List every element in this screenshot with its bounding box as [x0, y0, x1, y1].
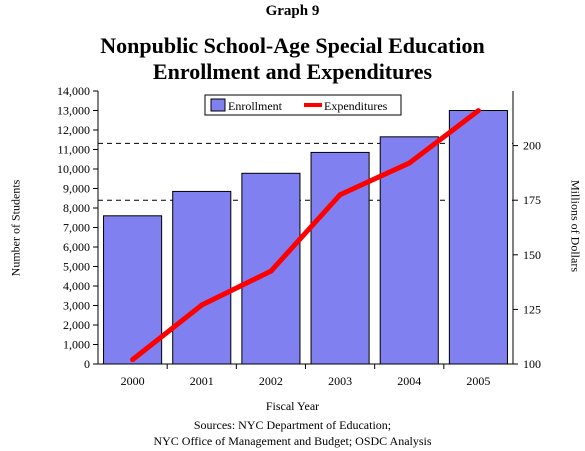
legend-enrollment-swatch — [210, 98, 226, 112]
expenditures-point-2004 — [406, 160, 412, 166]
y-left-tick-label: 2,000 — [63, 318, 90, 332]
x-tick-label-2004: 2004 — [397, 374, 421, 388]
y-right-tick-label: 150 — [523, 248, 541, 262]
expenditures-line-group — [130, 108, 481, 363]
x-tick-label-2000: 2000 — [121, 374, 145, 388]
enrollment-bar-2001 — [172, 190, 232, 365]
enrollment-bars — [103, 110, 508, 365]
y-right-tick-label: 175 — [523, 193, 541, 207]
expenditures-point-2000 — [130, 357, 136, 363]
chart-title-line-2: Enrollment and Expenditures — [152, 59, 433, 84]
enrollment-bar-2000 — [103, 215, 163, 365]
y-left-tick-label: 9,000 — [63, 182, 90, 196]
enrollment-bar-2005 — [448, 110, 508, 365]
y-axis-right-label: Millions of Dollars — [568, 180, 583, 272]
expenditures-point-2005 — [475, 108, 481, 114]
y-left-tick-label: 3,000 — [63, 299, 90, 313]
legend: Enrollment Expenditures — [204, 94, 402, 116]
graph-label: Graph 9 — [265, 3, 320, 19]
source-line-1: Sources: NYC Department of Education; — [193, 418, 392, 432]
expenditures-point-2003 — [337, 192, 343, 198]
y-left-tick-label: 4,000 — [63, 279, 90, 293]
y-left-tick-label: 11,000 — [57, 143, 90, 157]
y-left-tick-label: 7,000 — [63, 221, 90, 235]
expenditures-line — [131, 108, 480, 362]
x-tick-label-2005: 2005 — [466, 374, 490, 388]
legend-enrollment-label: Enrollment — [228, 99, 283, 113]
chart-title-line-1: Nonpublic School-Age Special Education — [100, 33, 485, 58]
reference-lines — [98, 142, 513, 201]
source-line-2: NYC Office of Management and Budget; OSD… — [153, 434, 432, 448]
y-right-tick-label: 125 — [523, 302, 541, 316]
legend-box — [204, 94, 402, 116]
y-left-tick-label: 0 — [84, 357, 90, 371]
y-left-tick-label: 8,000 — [63, 201, 90, 215]
y-axis-left-label: Number of Students — [8, 179, 23, 277]
y-left-tick-label: 6,000 — [63, 240, 90, 254]
x-tick-label-2001: 2001 — [190, 374, 214, 388]
y-right-tick-label: 100 — [523, 357, 541, 371]
x-tick-label-2003: 2003 — [328, 374, 352, 388]
expenditures-point-2001 — [199, 302, 205, 308]
y-left-tick-label: 13,000 — [57, 104, 90, 118]
x-tick-label-2002: 2002 — [259, 374, 283, 388]
expenditures-point-2002 — [268, 268, 274, 274]
x-axis-label: Fiscal Year — [265, 399, 320, 413]
y-left-tick-label: 10,000 — [57, 162, 90, 176]
legend-expenditures-label: Expenditures — [324, 99, 388, 113]
axes: 0 1,000 2,000 3,000 4,000 5,000 6,000 7,000 8,00… — [57, 84, 541, 388]
y-left-tick-label: 5,000 — [63, 260, 90, 274]
y-left-tick-label: 14,000 — [57, 84, 90, 98]
y-left-tick-label: 12,000 — [57, 123, 90, 137]
y-left-tick-label: 1,000 — [63, 338, 90, 352]
y-right-tick-label: 200 — [523, 139, 541, 153]
